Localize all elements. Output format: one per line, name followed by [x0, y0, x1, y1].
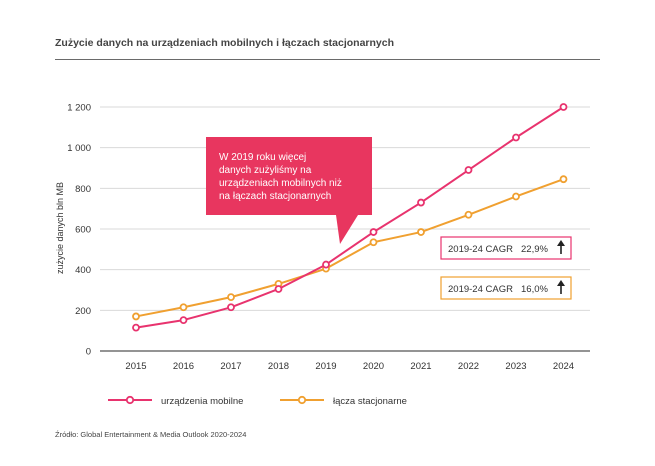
y-axis-label: zużycie danych bln MB [55, 182, 65, 274]
legend-item-fixed: łącza stacjonarne [280, 395, 407, 407]
y-tick-label: 200 [75, 306, 91, 317]
data-point [464, 166, 473, 174]
cagr-fixed-value: 16,0% [521, 284, 548, 295]
title-divider [55, 59, 600, 60]
data-point [512, 133, 520, 142]
callout-line: W 2019 roku więcej [219, 152, 306, 163]
up-arrow-icon [557, 280, 565, 294]
data-point [227, 303, 235, 312]
y-tick-label: 400 [75, 265, 91, 276]
x-tick-label: 2016 [173, 361, 194, 372]
x-tick-label: 2015 [125, 361, 146, 372]
x-tick-label: 2018 [268, 361, 289, 372]
legend-item-mobile: urządzenia mobilne [108, 395, 243, 407]
callout: W 2019 roku więcej danych zużyliśmy na u… [206, 137, 372, 244]
data-point [132, 312, 140, 321]
data-point [369, 238, 378, 247]
series [132, 103, 568, 332]
x-tick-label: 2022 [458, 361, 479, 372]
legend-label-mobile: urządzenia mobilne [161, 396, 243, 407]
cagr-mobile-box: 2019-24 CAGR 22,9% [440, 236, 572, 260]
data-point [417, 198, 425, 207]
data-point [559, 103, 568, 111]
callout-line: na łączach stacjonarnych [219, 191, 331, 202]
x-tick-label: 2023 [505, 361, 526, 372]
x-tick-label: 2020 [363, 361, 384, 372]
cagr-fixed-label: 2019-24 CAGR [448, 284, 513, 295]
data-point [132, 323, 140, 332]
data-point [179, 303, 188, 312]
y-tick-label: 1 200 [67, 103, 91, 114]
callout-line: urządzeniach mobilnych niż [219, 178, 342, 189]
x-tick-label: 2017 [220, 361, 241, 372]
data-point [274, 285, 283, 293]
cagr-fixed-box: 2019-24 CAGR 16,0% [440, 276, 572, 300]
data-point [464, 210, 473, 219]
data-point [559, 175, 568, 184]
legend: urządzenia mobilne łącza stacjonarne [108, 395, 407, 407]
y-tick-label: 0 [86, 347, 91, 358]
data-point [369, 228, 378, 236]
cagr-mobile-label: 2019-24 CAGR [448, 244, 513, 255]
data-point [417, 228, 425, 236]
callout-box [206, 137, 372, 244]
x-tick-label: 2019 [315, 361, 336, 372]
callout-text: W 2019 roku więcej danych zużyliśmy na u… [219, 152, 345, 202]
chart-title: Zużycie danych na urządzeniach mobilnych… [55, 37, 395, 49]
series-mobile [132, 103, 568, 332]
source-note: Źródło: Global Entertainment & Media Out… [55, 430, 247, 439]
x-tick-label: 2024 [553, 361, 574, 372]
up-arrow-icon [557, 240, 565, 254]
y-tick-label: 1 000 [67, 143, 91, 154]
data-point [322, 260, 330, 269]
y-tick-label: 600 [75, 225, 91, 236]
x-axis-ticks: 2015 2016 2017 2018 2019 2020 2021 2022 2023 2024 [125, 361, 574, 372]
data-point [227, 293, 235, 302]
cagr-mobile-value: 22,9% [521, 244, 548, 255]
data-point [179, 316, 188, 324]
x-tick-label: 2021 [410, 361, 431, 372]
y-axis-ticks: 0 200 400 600 800 1 000 1 200 [67, 103, 91, 358]
data-point [512, 192, 520, 201]
y-tick-label: 800 [75, 184, 91, 195]
legend-label-fixed: łącza stacjonarne [333, 396, 407, 407]
callout-line: danych zużyliśmy na [219, 165, 312, 176]
